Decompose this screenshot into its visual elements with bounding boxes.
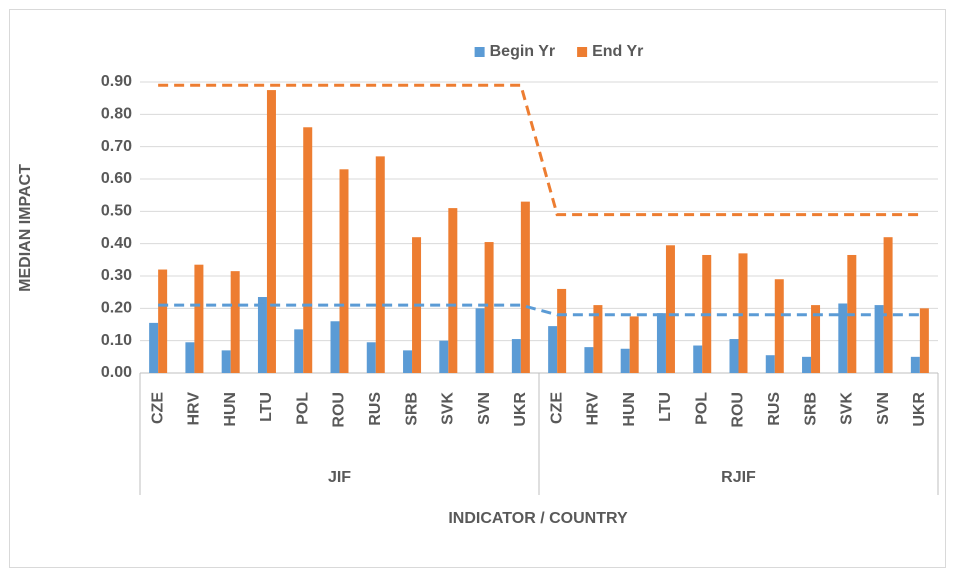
x-tick-label: LTU xyxy=(657,392,674,422)
x-tick-label: SVK xyxy=(839,392,856,425)
legend-swatch xyxy=(577,47,588,57)
bar xyxy=(403,350,413,373)
x-tick-label: HUN xyxy=(222,392,239,427)
bar xyxy=(339,169,349,373)
group-label: RJIF xyxy=(721,469,756,486)
x-tick-label: SRB xyxy=(403,392,420,426)
bar xyxy=(620,348,630,373)
bar xyxy=(511,339,521,373)
y-tick-label: 0.50 xyxy=(101,203,132,220)
x-tick-label: LTU xyxy=(258,392,275,422)
y-tick-label: 0.10 xyxy=(101,332,132,349)
bar xyxy=(475,308,485,373)
bar xyxy=(919,308,929,373)
bar xyxy=(330,321,340,373)
bar xyxy=(257,297,267,373)
bar xyxy=(520,201,530,373)
bar xyxy=(439,340,449,373)
bar xyxy=(366,342,376,373)
bar xyxy=(874,305,884,373)
x-tick-label: SVN xyxy=(875,392,892,425)
legend-swatch xyxy=(474,47,485,57)
x-tick-label: HUN xyxy=(621,392,638,427)
bar xyxy=(194,264,204,373)
y-tick-label: 0.30 xyxy=(101,267,132,284)
legend-item: Begin Yr xyxy=(474,43,556,60)
bar xyxy=(693,345,703,373)
y-tick-label: 0.60 xyxy=(101,170,132,187)
bar xyxy=(548,326,558,373)
bar xyxy=(593,305,603,373)
bar xyxy=(557,288,567,373)
x-tick-label: SVN xyxy=(476,392,493,425)
x-tick-label: CZE xyxy=(548,392,565,424)
bar xyxy=(294,329,304,373)
bar xyxy=(774,279,784,373)
bar xyxy=(448,208,458,373)
bar xyxy=(802,356,812,373)
bar xyxy=(584,347,594,373)
legend-label: End Yr xyxy=(592,43,643,60)
bar xyxy=(230,271,240,373)
x-tick-label: CZE xyxy=(149,392,166,424)
x-tick-label: SRB xyxy=(802,392,819,426)
group-label: JIF xyxy=(328,469,351,486)
bar xyxy=(149,322,159,373)
bar xyxy=(266,90,276,373)
chart-border xyxy=(9,9,946,568)
bar xyxy=(738,253,748,373)
bar xyxy=(910,356,920,373)
x-tick-label: UKR xyxy=(911,392,928,427)
x-tick-label: ROU xyxy=(730,392,747,428)
bar xyxy=(883,237,893,373)
y-tick-label: 0.40 xyxy=(101,235,132,252)
bar xyxy=(629,316,639,373)
legend: Begin Yr End Yr xyxy=(474,43,643,60)
x-tick-label: HRV xyxy=(186,392,203,426)
y-tick-label: 0.00 xyxy=(101,364,132,381)
bar xyxy=(185,342,195,373)
y-tick-label: 0.80 xyxy=(101,106,132,123)
bar xyxy=(811,305,821,373)
bar xyxy=(765,355,775,373)
legend-label: Begin Yr xyxy=(490,43,556,60)
bar xyxy=(221,350,231,373)
bar xyxy=(838,303,848,373)
y-tick-label: 0.20 xyxy=(101,300,132,317)
y-tick-label: 0.90 xyxy=(101,73,132,90)
bar xyxy=(665,245,675,373)
legend-item: End Yr xyxy=(577,43,643,60)
x-tick-label: RUS xyxy=(766,392,783,426)
x-tick-label: SVK xyxy=(440,392,457,425)
y-tick-label: 0.70 xyxy=(101,138,132,155)
x-tick-label: ROU xyxy=(331,392,348,428)
bar xyxy=(158,269,168,373)
bar xyxy=(484,242,494,373)
bar xyxy=(303,127,313,374)
bar xyxy=(375,156,385,373)
x-tick-label: HRV xyxy=(585,392,602,426)
x-tick-label: UKR xyxy=(512,392,529,427)
x-axis-title: INDICATOR / COUNTRY xyxy=(448,510,628,527)
x-tick-label: RUS xyxy=(367,392,384,426)
y-axis-title: MEDIAN IMPACT xyxy=(17,164,34,292)
x-tick-label: POL xyxy=(693,392,710,425)
bar xyxy=(729,339,739,373)
bar xyxy=(656,313,666,373)
x-tick-label: POL xyxy=(294,392,311,425)
